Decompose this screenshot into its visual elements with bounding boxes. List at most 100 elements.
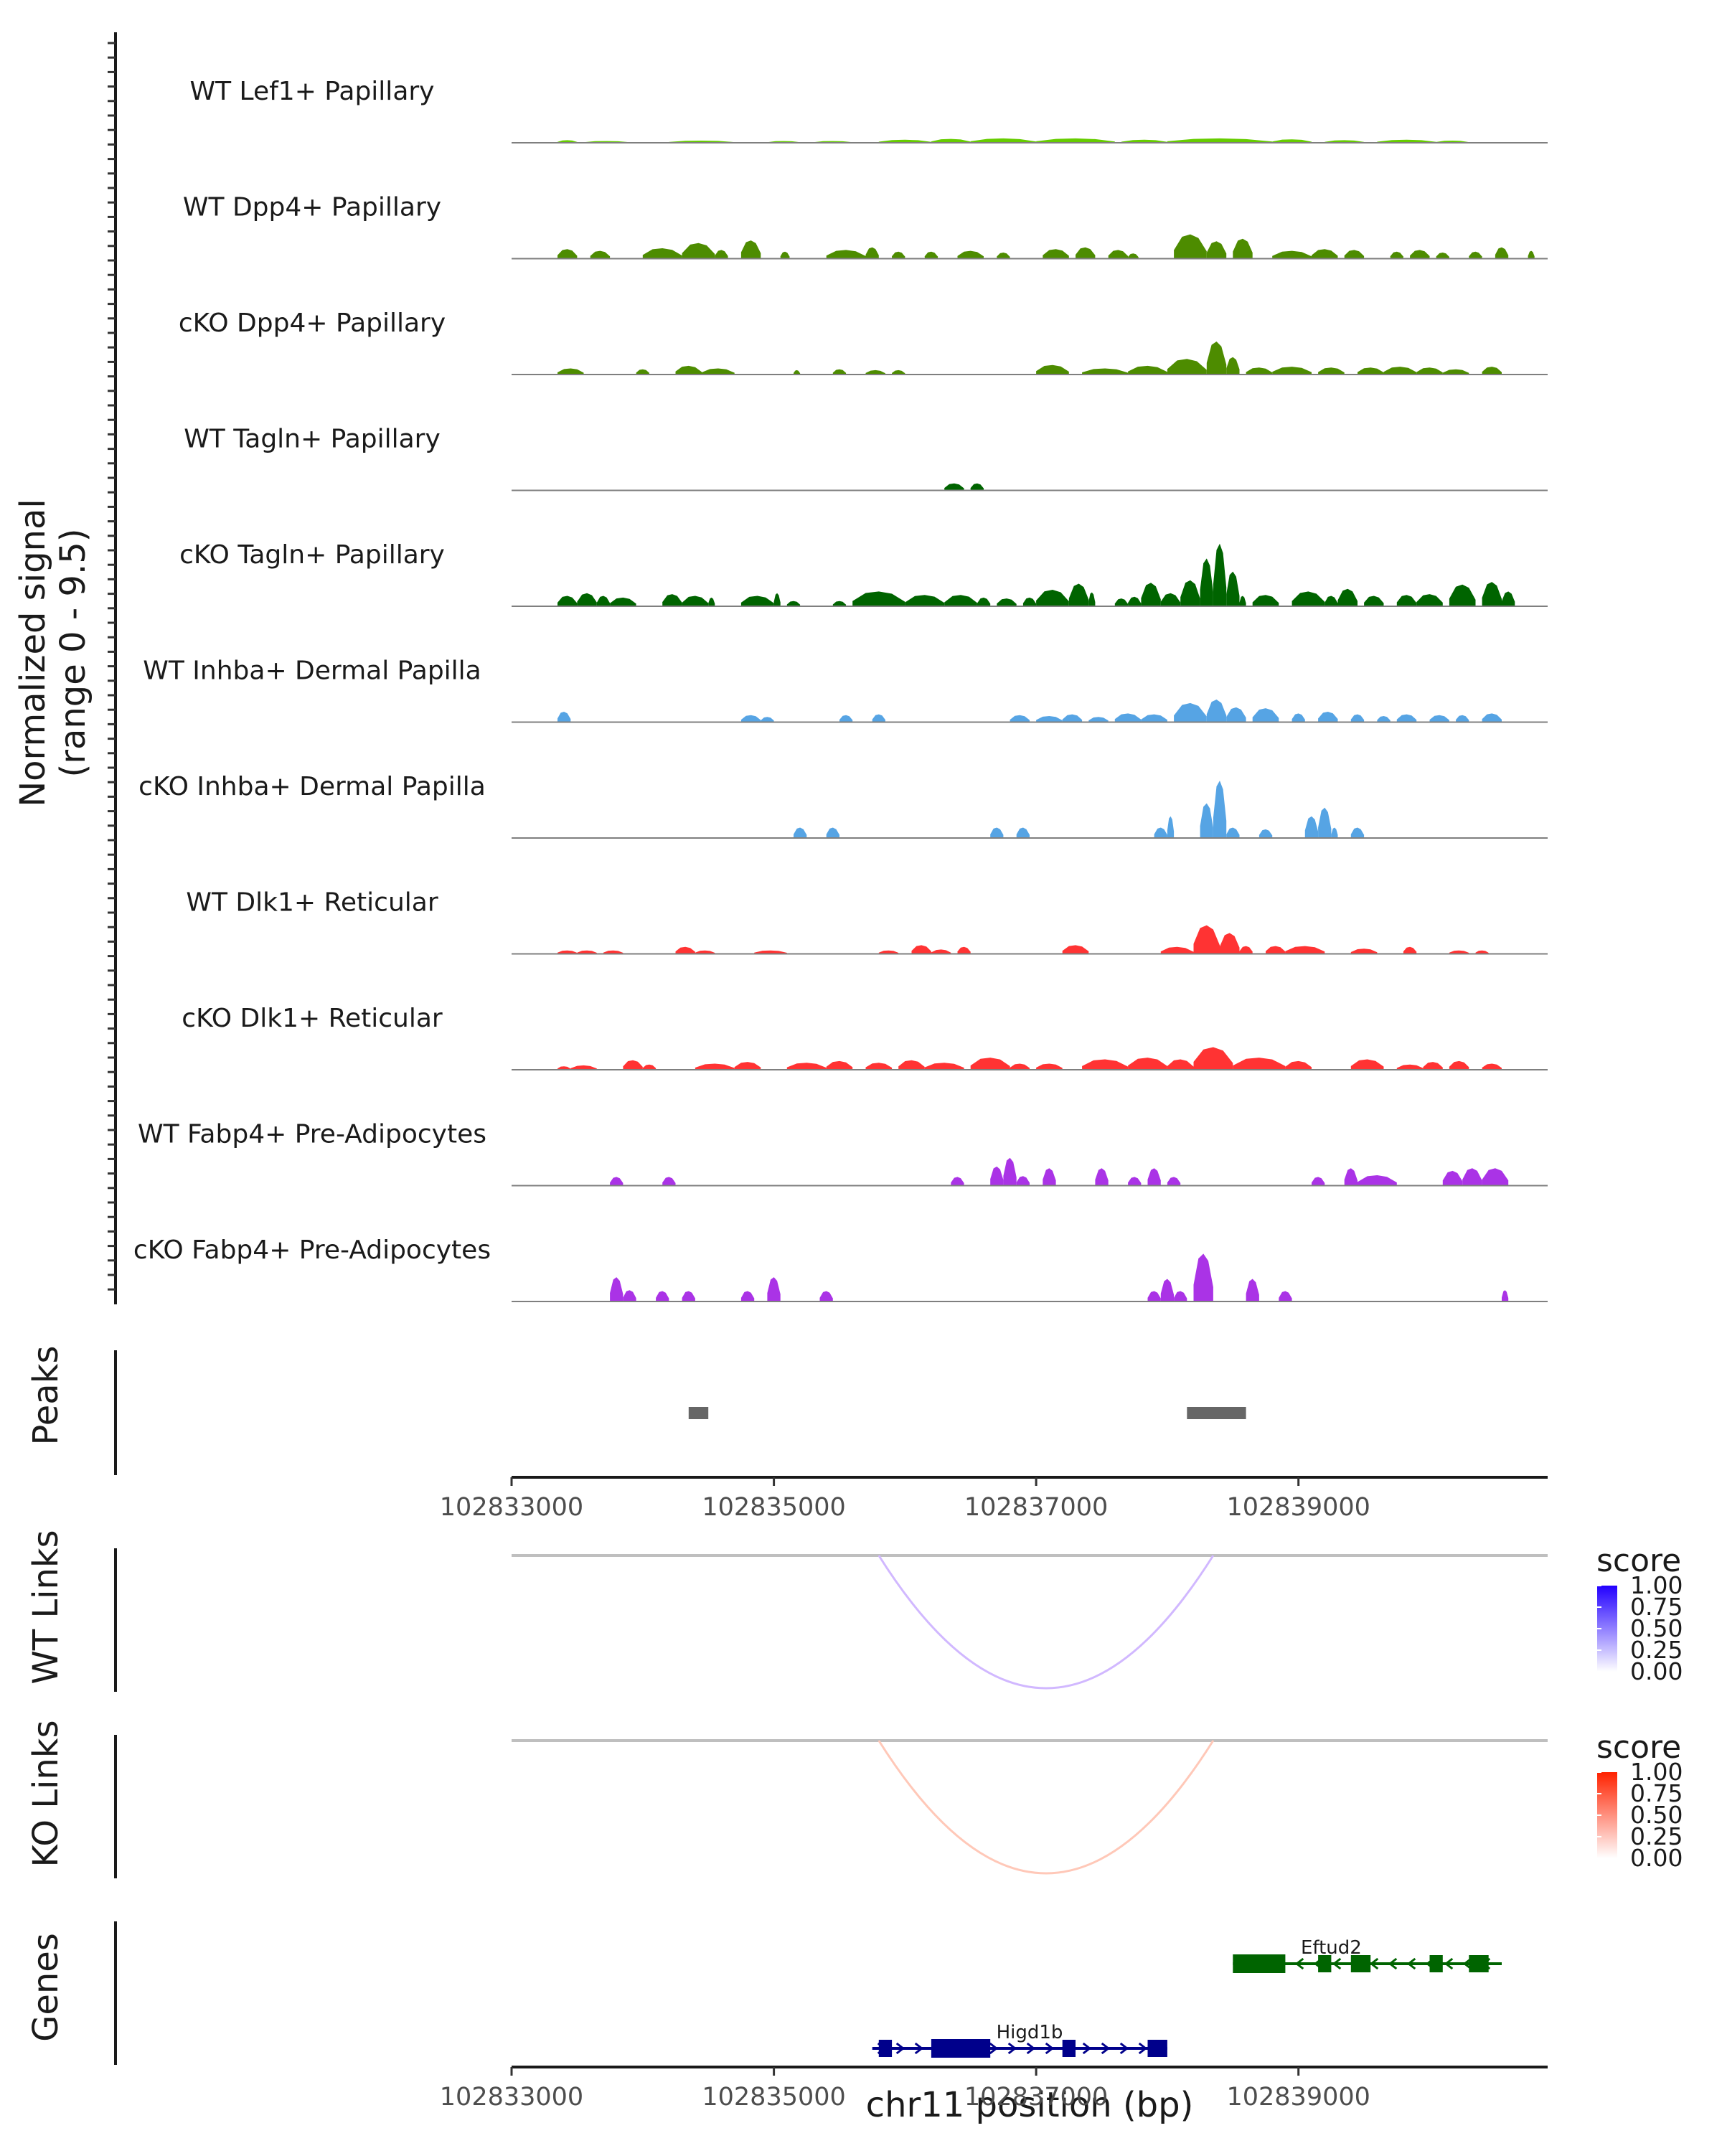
- coverage-area: [1174, 234, 1207, 259]
- coverage-area: [1233, 1058, 1286, 1070]
- peak-region: [1187, 1407, 1246, 1419]
- coverage-area: [577, 950, 597, 954]
- coverage-area: [997, 253, 1010, 259]
- coverage-area: [1239, 596, 1246, 606]
- coverage-area: [557, 596, 578, 606]
- exon: [1350, 1955, 1371, 1972]
- track-label: WT Inhba+ Dermal Papilla: [143, 656, 481, 686]
- coverage-area: [1128, 1058, 1167, 1070]
- x-axis-peaks: 102833000 102835000 102837000 102839000: [440, 1476, 1548, 1522]
- coverage-area: [1246, 1279, 1259, 1301]
- coverage-area: [682, 243, 715, 259]
- x-axis-top-tick-label: 102839000: [1226, 1493, 1370, 1522]
- genes-axis-title: Genes: [26, 1933, 66, 2042]
- strand-arrow: [895, 2042, 905, 2055]
- coverage-area: [623, 1060, 643, 1070]
- ko-legend-title: score: [1596, 1729, 1681, 1766]
- coverage-area: [656, 1291, 669, 1301]
- coverage-area: [1141, 583, 1161, 606]
- coverage-area: [1285, 1060, 1312, 1070]
- coverage-area: [924, 251, 938, 259]
- coverage-area: [898, 1060, 925, 1070]
- coverage-area: [1062, 714, 1083, 722]
- track-label: cKO Fabp4+ Pre-Adipocytes: [133, 1235, 491, 1265]
- coverage-area: [944, 483, 964, 491]
- coverage-area: [695, 950, 715, 954]
- coverage-area: [1396, 714, 1417, 722]
- exon: [1233, 1954, 1286, 1973]
- coverage-area: [839, 715, 853, 722]
- coverage-area: [1344, 1168, 1358, 1186]
- exon: [931, 2039, 991, 2058]
- coverage-area: [892, 369, 905, 375]
- coverage-area: [734, 1062, 761, 1070]
- coverage-area: [1272, 250, 1312, 259]
- exon: [1469, 1955, 1489, 1972]
- coverage-area: [997, 598, 1017, 606]
- coverage-area: [1206, 700, 1227, 722]
- ko-legend-label: 0.75: [1630, 1779, 1683, 1807]
- coverage-area: [695, 1063, 735, 1070]
- coverage-area: [1475, 950, 1489, 954]
- coverage-area: [1252, 595, 1279, 606]
- coverage-area: [1383, 367, 1417, 375]
- coverage-area: [1193, 925, 1220, 954]
- coverage-area: [636, 369, 649, 375]
- x-axis-bottom-tick-label: 102837000: [964, 2083, 1108, 2112]
- x-axis-top-tick-label: 102835000: [702, 1493, 845, 1522]
- coverage-area: [1396, 1064, 1424, 1070]
- coverage-area: [1292, 713, 1305, 722]
- coverage-area: [977, 597, 991, 606]
- coverage-area: [780, 251, 790, 259]
- peak-region: [688, 1407, 709, 1419]
- coverage-area: [1482, 1168, 1509, 1186]
- ko-legend-label: 0.50: [1630, 1801, 1683, 1829]
- coverage-area: [905, 595, 945, 606]
- coverage-area: [931, 949, 951, 954]
- coverage-area: [944, 595, 977, 606]
- strand-arrow: [989, 2042, 999, 2055]
- coverage-area: [1010, 715, 1030, 722]
- coverage-area: [1167, 1059, 1194, 1070]
- wt-legend-label: 0.50: [1630, 1614, 1683, 1642]
- coverage-area: [794, 827, 807, 838]
- coverage-area: [1350, 827, 1365, 838]
- coverage-area: [1449, 950, 1469, 954]
- coverage-area: [1423, 1062, 1443, 1070]
- coverage-area: [1128, 596, 1142, 606]
- coverage-area: [1350, 1059, 1384, 1070]
- track-label: WT Fabp4+ Pre-Adipocytes: [138, 1120, 486, 1149]
- strand-arrow: [1388, 1957, 1398, 1970]
- coverage-area: [1318, 367, 1345, 375]
- coverage-area: [990, 1166, 1004, 1186]
- coverage-area: [1442, 369, 1469, 375]
- coverage-area: [1160, 593, 1181, 606]
- coverage-area: [1141, 714, 1167, 722]
- coverage-area: [1390, 251, 1403, 259]
- coverage-area: [1180, 580, 1200, 606]
- coverage-area: [740, 596, 774, 606]
- coverage-area: [1226, 357, 1240, 375]
- coverage-area: [1233, 238, 1253, 259]
- coverage-area: [642, 248, 682, 259]
- coverage-area: [970, 1058, 1010, 1070]
- coverage-area: [1337, 588, 1358, 606]
- coverage-area: [1482, 1063, 1502, 1070]
- coverage-area: [1272, 139, 1312, 143]
- wt-legend-label: 1.00: [1630, 1571, 1683, 1599]
- strand-arrow: [1294, 1957, 1304, 1970]
- strand-arrow: [1007, 2042, 1017, 2055]
- coverage-area: [826, 250, 866, 259]
- coverage-area: [590, 250, 611, 259]
- coverage-area: [1331, 827, 1338, 838]
- coverage-area: [1174, 702, 1207, 722]
- left-axis-lines: [108, 32, 117, 2065]
- score-legends: score1.000.750.500.250.00score1.000.750.…: [1596, 1543, 1683, 1872]
- ko-legend-label: 0.00: [1630, 1844, 1683, 1872]
- strand-arrow: [1138, 2042, 1148, 2055]
- coverage-area: [865, 1063, 893, 1070]
- exon: [1062, 2040, 1076, 2057]
- coverage-area: [1239, 946, 1253, 954]
- coverage-area: [1082, 1059, 1129, 1070]
